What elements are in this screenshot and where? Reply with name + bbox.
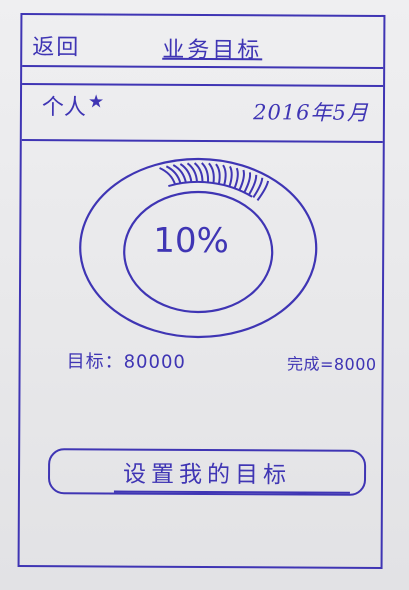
progress-hatch-stroke xyxy=(159,167,177,185)
progress-hatch-stroke xyxy=(172,164,187,183)
progress-hatch-stroke xyxy=(201,162,210,183)
progress-hatch-stroke xyxy=(238,169,245,191)
progress-hatch-stroke xyxy=(208,162,215,184)
profile-date-bar: 个人 ★ 2016年5月 xyxy=(21,83,384,143)
target-value: 目标：80000 xyxy=(66,351,186,373)
date-label: 2016年5月 xyxy=(253,100,369,125)
donut-outer-ring xyxy=(79,157,318,339)
progress-hatch-stroke xyxy=(256,180,270,201)
progress-hatch-stroke xyxy=(215,163,221,185)
page-title: 业务目标 xyxy=(162,37,263,64)
progress-hatch-stroke xyxy=(233,167,239,189)
progress-hatch-stroke xyxy=(179,163,193,183)
donut-inner-ring xyxy=(123,190,274,314)
phone-frame: 返回 业务目标 个人 ★ 2016年5月 10% 目标：80000 完成=800… xyxy=(17,13,386,569)
back-button[interactable]: 返回 xyxy=(32,35,81,61)
progress-hatch-stroke xyxy=(165,165,182,184)
progress-hatch-stroke xyxy=(228,165,233,187)
top-bar: 返回 业务目标 xyxy=(22,15,384,69)
progress-hatch-stroke xyxy=(248,174,258,196)
progress-hatch-stroke xyxy=(186,162,198,183)
progress-fill xyxy=(159,162,270,201)
set-goal-button[interactable]: 设置我的目标 xyxy=(47,448,367,496)
star-icon: ★ xyxy=(87,91,105,113)
progress-donut xyxy=(79,157,318,339)
progress-hatch-stroke xyxy=(222,164,227,186)
done-value: 完成=8000 xyxy=(286,354,377,374)
progress-hatch-stroke xyxy=(243,172,252,193)
progress-hatch-stroke xyxy=(252,177,264,199)
progress-percent: 10% xyxy=(153,220,229,262)
person-label: 个人 xyxy=(41,95,87,121)
progress-inner-edge xyxy=(168,180,253,198)
progress-hatch-stroke xyxy=(193,162,204,183)
